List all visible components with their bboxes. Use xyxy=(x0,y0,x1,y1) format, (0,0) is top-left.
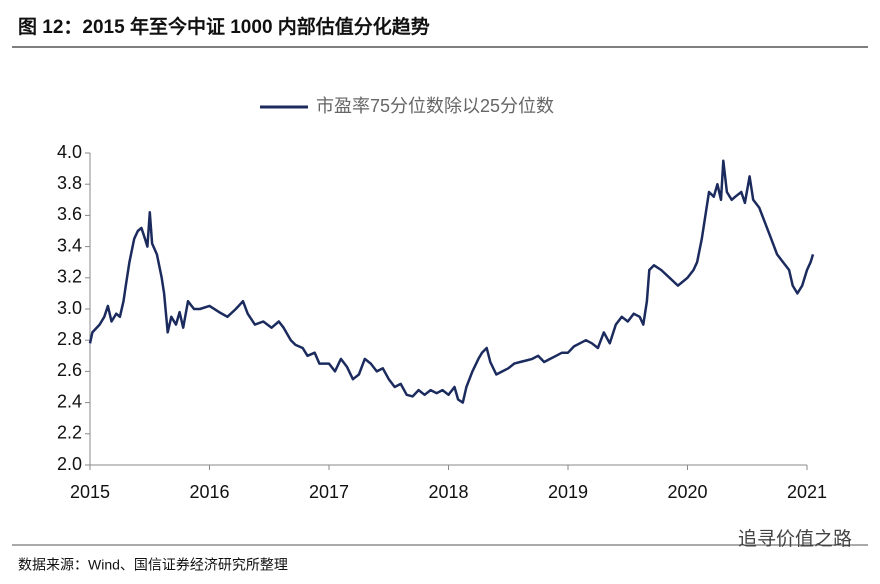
x-tick-label: 2017 xyxy=(309,482,349,502)
y-tick-label: 3.8 xyxy=(57,173,82,193)
y-tick-label: 4.0 xyxy=(57,142,82,162)
x-tick-label: 2020 xyxy=(667,482,707,502)
y-tick-label: 2.6 xyxy=(57,360,82,380)
x-tick-label: 2016 xyxy=(189,482,229,502)
y-tick-label: 2.8 xyxy=(57,329,82,349)
y-tick-label: 2.4 xyxy=(57,391,82,411)
x-tick-label: 2015 xyxy=(70,482,110,502)
x-tick-label: 2019 xyxy=(548,482,588,502)
x-tick-label: 2018 xyxy=(428,482,468,502)
y-tick-label: 2.0 xyxy=(57,454,82,474)
x-tick-label: 2021 xyxy=(787,482,827,502)
legend-label: 市盈率75分位数除以25分位数 xyxy=(316,96,554,116)
watermark: 追寻价值之路 xyxy=(738,528,852,550)
y-tick-label: 3.0 xyxy=(57,298,82,318)
y-tick-label: 3.2 xyxy=(57,267,82,287)
y-tick-label: 3.4 xyxy=(57,235,82,255)
chart-title: 图 12：2015 年至今中证 1000 内部估值分化趋势 xyxy=(18,15,430,38)
series-line xyxy=(88,159,815,404)
y-tick-label: 3.6 xyxy=(57,204,82,224)
y-tick-label: 2.2 xyxy=(57,423,82,443)
source: 数据来源：Wind、国信证券经济研究所整理 xyxy=(18,557,288,573)
